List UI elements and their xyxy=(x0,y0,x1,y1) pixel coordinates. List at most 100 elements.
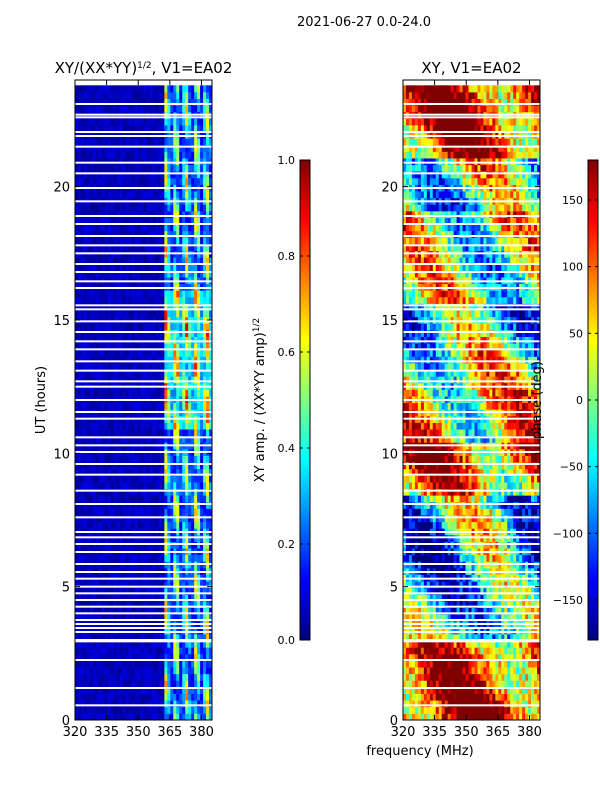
amplitude-heatmap-cell xyxy=(197,204,201,212)
amplitude-heatmap-cell xyxy=(149,343,153,351)
amplitude-heatmap-cell xyxy=(164,244,168,252)
amplitude-heatmap-cell xyxy=(206,125,210,133)
amplitude-heatmap-cell xyxy=(122,210,127,218)
amplitude-heatmap-cell xyxy=(176,634,180,642)
amplitude-heatmap-cell xyxy=(98,581,103,589)
amplitude-heatmap-cell xyxy=(122,634,127,642)
amplitude-heatmap-cell xyxy=(137,680,141,688)
amplitude-heatmap-cell xyxy=(158,336,162,344)
amplitude-heatmap-cell xyxy=(155,125,159,133)
amplitude-heatmap-cell xyxy=(128,402,132,410)
amplitude-heatmap-cell xyxy=(125,653,130,661)
amplitude-heatmap-cell xyxy=(170,607,174,615)
phase-heatmap-cell xyxy=(489,693,493,701)
amplitude-heatmap-cell xyxy=(173,230,177,238)
amplitude-heatmap-cell xyxy=(173,171,177,179)
amplitude-heatmap-cell xyxy=(113,468,118,476)
phase-heatmap-cell xyxy=(516,660,520,668)
amplitude-heatmap-cell xyxy=(75,349,79,357)
phase-heatmap-cell xyxy=(441,686,446,694)
amplitude-heatmap-cell xyxy=(176,667,180,675)
amplitude-heatmap-cell xyxy=(77,376,82,384)
amplitude-heatmap-cell xyxy=(191,389,195,397)
amplitude-heatmap-cell xyxy=(167,138,171,146)
amplitude-heatmap-cell xyxy=(149,422,153,430)
amplitude-heatmap-cell xyxy=(140,270,144,278)
amplitude-heatmap-cell xyxy=(194,224,198,232)
amplitude-heatmap-cell xyxy=(161,91,165,99)
amplitude-heatmap-cell xyxy=(113,554,118,562)
amplitude-heatmap-cell xyxy=(110,501,115,509)
amplitude-heatmap-cell xyxy=(89,640,94,648)
amplitude-heatmap-cell xyxy=(92,356,97,364)
amplitude-heatmap-cell xyxy=(110,508,115,516)
amplitude-heatmap-cell xyxy=(146,191,150,199)
amplitude-heatmap-cell xyxy=(197,554,201,562)
amplitude-heatmap-cell xyxy=(188,660,192,668)
phase-heatmap-cell xyxy=(471,667,475,675)
amplitude-heatmap-cell xyxy=(155,541,159,549)
amplitude-heatmap-cell xyxy=(95,151,100,159)
amplitude-heatmap-cell xyxy=(80,706,85,714)
amplitude-heatmap-cell xyxy=(173,700,177,708)
amplitude-heatmap-cell xyxy=(149,634,153,642)
amplitude-heatmap-cell xyxy=(107,224,112,232)
amplitude-heatmap-cell xyxy=(134,660,138,668)
amplitude-heatmap-cell xyxy=(170,495,174,503)
amplitude-heatmap-cell xyxy=(155,488,159,496)
amplitude-heatmap-cell xyxy=(110,138,115,146)
amplitude-heatmap-cell xyxy=(80,356,85,364)
amplitude-heatmap-cell xyxy=(173,482,177,490)
amplitude-heatmap-cell xyxy=(86,257,91,265)
amplitude-heatmap-cell xyxy=(128,98,132,106)
amplitude-heatmap-cell xyxy=(75,263,79,271)
amplitude-heatmap-cell xyxy=(95,349,100,357)
amplitude-heatmap-cell xyxy=(134,125,138,133)
amplitude-heatmap-cell xyxy=(164,521,168,529)
amplitude-heatmap-cell xyxy=(182,138,186,146)
amplitude-heatmap-cell xyxy=(89,158,94,166)
amplitude-heatmap-cell xyxy=(98,700,103,708)
amplitude-heatmap-cell xyxy=(128,310,132,318)
amplitude-gap-row xyxy=(75,103,212,105)
phase-heatmap-cell xyxy=(507,706,511,714)
amplitude-heatmap-cell xyxy=(104,363,109,371)
amplitude-heatmap-cell xyxy=(194,343,198,351)
amplitude-heatmap-cell xyxy=(143,151,147,159)
phase-heatmap-cell xyxy=(411,673,416,681)
amplitude-heatmap-cell xyxy=(134,105,138,113)
amplitude-heatmap-cell xyxy=(116,667,121,675)
amplitude-heatmap-cell xyxy=(80,435,85,443)
amplitude-heatmap-cell xyxy=(161,363,165,371)
amplitude-heatmap-cell xyxy=(143,369,147,377)
amplitude-heatmap-cell xyxy=(161,237,165,245)
amplitude-heatmap-cell xyxy=(179,98,183,106)
amplitude-heatmap-cell xyxy=(98,521,103,529)
phase-heatmap-cell xyxy=(444,667,449,675)
amplitude-heatmap-cell xyxy=(107,191,112,199)
phase-heatmap-cell xyxy=(528,706,532,714)
amplitude-heatmap-cell xyxy=(101,118,106,126)
amplitude-heatmap-cell xyxy=(158,706,162,714)
phase-heatmap-cell xyxy=(528,693,532,701)
amplitude-heatmap-cell xyxy=(131,85,135,93)
amplitude-heatmap-cell xyxy=(101,686,106,694)
amplitude-heatmap-cell xyxy=(173,349,177,357)
amplitude-heatmap-cell xyxy=(128,144,132,152)
phase-heatmap-cell xyxy=(513,713,517,720)
amplitude-heatmap-cell xyxy=(110,349,115,357)
amplitude-heatmap-cell xyxy=(137,316,141,324)
amplitude-heatmap-cell xyxy=(77,488,82,496)
amplitude-heatmap-cell xyxy=(80,349,85,357)
amplitude-heatmap-cell xyxy=(131,686,135,694)
amplitude-heatmap-cell xyxy=(125,257,130,265)
amplitude-heatmap-cell xyxy=(203,138,207,146)
amplitude-heatmap-cell xyxy=(203,534,207,542)
amplitude-heatmap-cell xyxy=(203,230,207,238)
amplitude-heatmap-cell xyxy=(209,488,212,496)
amplitude-heatmap-cell xyxy=(176,217,180,225)
amplitude-heatmap-cell xyxy=(194,336,198,344)
amplitude-heatmap-cell xyxy=(182,369,186,377)
amplitude-heatmap-cell xyxy=(95,171,100,179)
amplitude-heatmap-cell xyxy=(101,534,106,542)
